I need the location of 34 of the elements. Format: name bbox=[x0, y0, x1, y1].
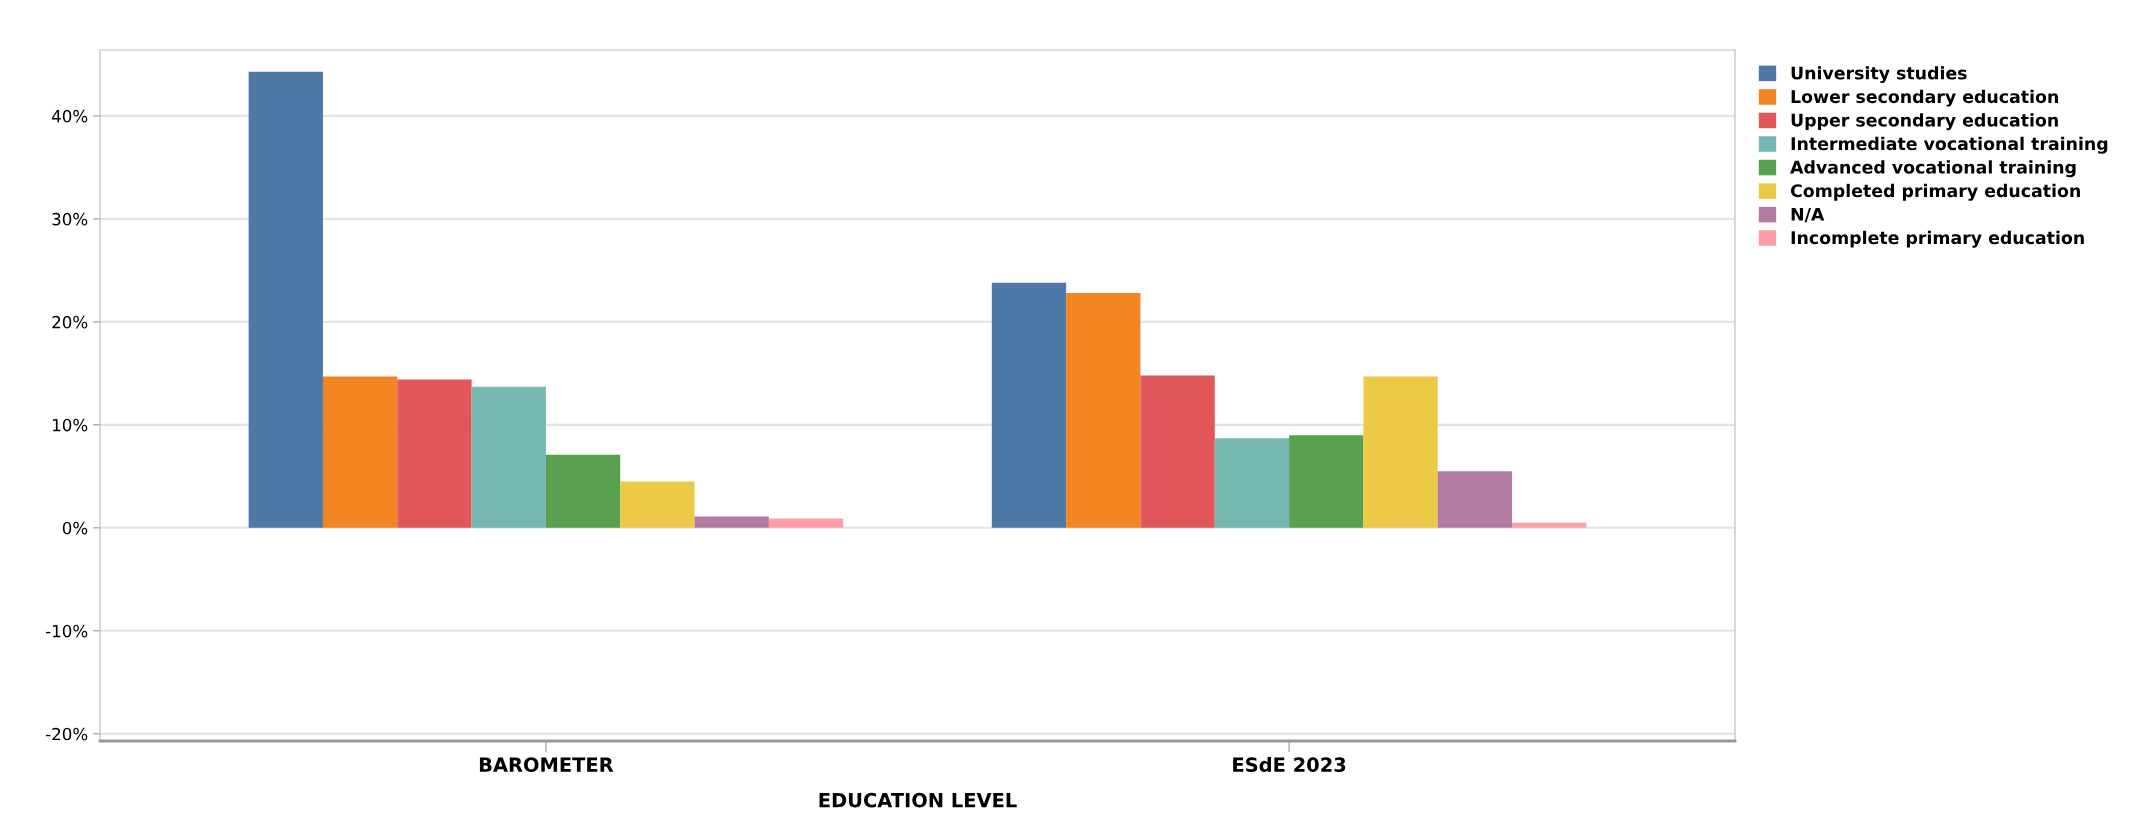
legend-label: N/A bbox=[1791, 207, 1825, 223]
bar bbox=[991, 282, 1067, 528]
bar bbox=[1363, 376, 1438, 528]
y-tick-label: 0% bbox=[62, 521, 88, 535]
legend-label: Advanced vocational training bbox=[1790, 160, 2076, 178]
x-axis-title: EDUCATION LEVEL bbox=[819, 792, 1017, 808]
x-tick-label: ESdE 2023 bbox=[1233, 756, 1346, 773]
bar bbox=[1512, 522, 1587, 528]
bar bbox=[1214, 438, 1290, 528]
bar bbox=[1437, 471, 1513, 528]
bar bbox=[1140, 375, 1215, 528]
y-tick-label: 30% bbox=[52, 212, 88, 226]
y-tick-label: 20% bbox=[52, 315, 88, 329]
legend-label: University studies bbox=[1791, 66, 1967, 84]
bar bbox=[1289, 435, 1364, 528]
x-tick-label: BAROMETER bbox=[479, 757, 614, 773]
bar bbox=[1066, 293, 1141, 528]
bar bbox=[322, 376, 398, 528]
legend-label: Upper secondary education bbox=[1791, 113, 2058, 131]
bar bbox=[471, 386, 546, 528]
legend-label: Lower secondary education bbox=[1791, 89, 2058, 107]
legend-label: Intermediate vocational training bbox=[1791, 136, 2108, 154]
y-tick-label: -20% bbox=[45, 727, 88, 741]
y-tick-label: 10% bbox=[52, 418, 88, 432]
bar bbox=[545, 454, 621, 528]
legend-label: Completed primary education bbox=[1790, 183, 2080, 201]
bar bbox=[397, 379, 472, 528]
y-tick-label: 40% bbox=[51, 109, 88, 123]
legend-label: Incomplete primary education bbox=[1791, 230, 2084, 248]
bar bbox=[768, 518, 844, 528]
y-tick-label: -10% bbox=[45, 624, 88, 638]
bar bbox=[694, 516, 769, 528]
bar bbox=[620, 481, 695, 528]
bar bbox=[248, 71, 323, 528]
